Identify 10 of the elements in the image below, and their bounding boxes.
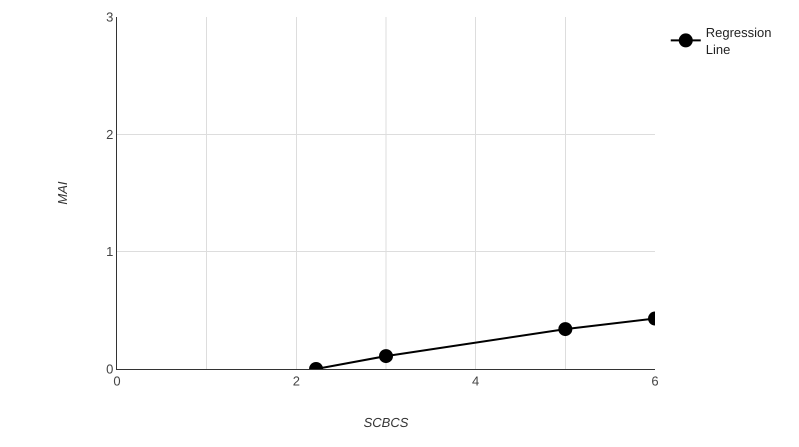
- y-tick-label: 2: [106, 126, 114, 142]
- x-axis-title: SCBCS: [364, 415, 409, 430]
- y-axis-title: MAI: [55, 181, 70, 205]
- x-tick-label: 4: [472, 374, 480, 389]
- y-tick-label: 0: [106, 362, 114, 377]
- x-tick-label: 6: [651, 374, 659, 389]
- y-tick-label: 1: [106, 244, 114, 260]
- legend-label: Regression Line: [706, 25, 772, 57]
- x-tick-label: 2: [292, 374, 300, 389]
- y-tick-label: 3: [106, 10, 114, 25]
